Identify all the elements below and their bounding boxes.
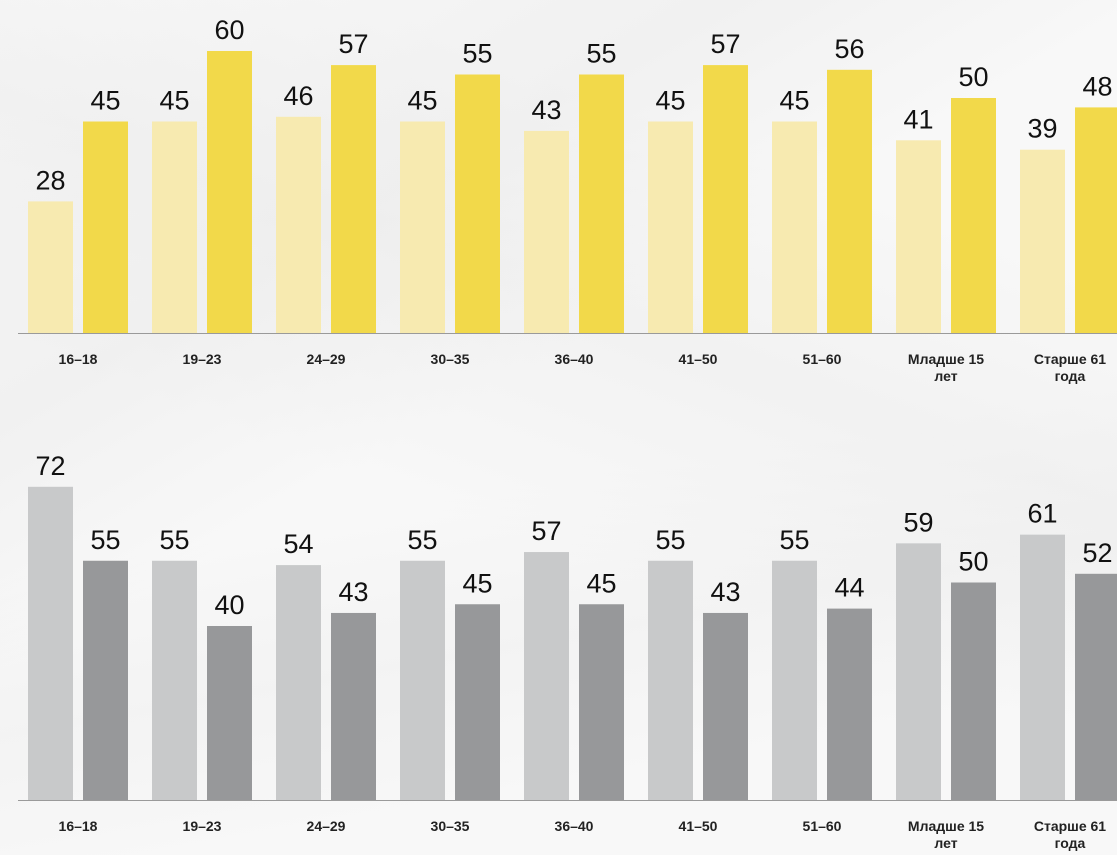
top-bar-s1-c3 [276, 116, 321, 333]
top-bar-s1-c2 [152, 121, 197, 333]
bottom-data-label-s2-c1: 55 [90, 525, 120, 555]
top-data-label-s2-c4: 55 [462, 39, 492, 69]
bottom-data-label-s2-c8: 50 [958, 547, 988, 577]
top-bar-s2-c4 [455, 74, 500, 333]
top-bar-s2-c6 [703, 65, 748, 333]
top-data-label-s2-c9: 48 [1082, 71, 1112, 101]
bottom-data-label-s2-c5: 45 [586, 568, 616, 598]
top-bar-s2-c1 [83, 121, 128, 333]
bottom-data-label-s1-c6: 55 [655, 525, 685, 555]
top-category-label-4: 30–35 [431, 351, 470, 367]
bottom-bar-s1-c4 [400, 560, 445, 800]
top-bar-s1-c1 [28, 201, 73, 333]
bottom-data-label-s1-c4: 55 [407, 525, 437, 555]
top-category-label-2: 19–23 [183, 351, 222, 367]
bottom-bar-s2-c6 [703, 612, 748, 800]
top-bar-s2-c2 [207, 51, 252, 333]
bottom-bar-s2-c4 [455, 604, 500, 800]
bottom-category-label-9: Старше 61 года [1034, 818, 1106, 851]
top-bar-s2-c5 [579, 74, 624, 333]
bottom-data-label-s1-c9: 61 [1027, 499, 1057, 529]
top-data-label-s1-c7: 45 [779, 86, 809, 116]
bottom-category-label-7: 51–60 [803, 818, 842, 834]
bottom-data-label-s2-c9: 52 [1082, 538, 1112, 568]
top-bar-s2-c9 [1075, 107, 1117, 334]
bottom-bar-s1-c3 [276, 565, 321, 800]
top-data-label-s2-c7: 56 [834, 34, 864, 64]
bottom-bar-s2-c7 [827, 608, 872, 800]
bottom-bar-s2-c5 [579, 604, 624, 800]
top-category-label-9: Старше 61 года [1034, 351, 1106, 384]
bottom-data-label-s2-c3: 43 [338, 577, 368, 607]
top-data-label-s2-c2: 60 [214, 15, 244, 45]
top-data-label-s1-c3: 46 [283, 81, 313, 111]
bottom-bar-s2-c3 [331, 612, 376, 800]
bottom-category-label-3: 24–29 [307, 818, 346, 834]
top-bar-s1-c6 [648, 121, 693, 333]
top-data-label-s2-c5: 55 [586, 39, 616, 69]
top-category-label-7: 51–60 [803, 351, 842, 367]
top-data-label-s1-c9: 39 [1027, 114, 1057, 144]
top-category-label-8: Младше 15 лет [908, 351, 984, 384]
top-data-label-s1-c2: 45 [159, 86, 189, 116]
top-data-label-s1-c8: 41 [903, 104, 933, 134]
chart-top: 28 45 16–18 45 60 19–23 46 57 24–29 45 55 30–35 43 55… [18, 15, 1117, 384]
bottom-category-label-2: 19–23 [183, 818, 222, 834]
bottom-bar-s2-c8 [951, 582, 996, 800]
bottom-bar-s2-c9 [1075, 573, 1117, 800]
top-data-label-s1-c6: 45 [655, 86, 685, 116]
bottom-bar-s1-c2 [152, 560, 197, 800]
top-bar-s2-c3 [331, 65, 376, 333]
top-data-label-s1-c1: 28 [35, 165, 65, 195]
bottom-bar-s1-c1 [28, 486, 73, 800]
bottom-category-label-5: 36–40 [555, 818, 594, 834]
top-bar-s1-c9 [1020, 149, 1065, 333]
bottom-data-label-s2-c7: 44 [834, 573, 864, 603]
top-bar-s1-c7 [772, 121, 817, 333]
bottom-bar-s1-c6 [648, 560, 693, 800]
bottom-bar-s1-c8 [896, 543, 941, 800]
bottom-data-label-s2-c6: 43 [710, 577, 740, 607]
bottom-bar-s1-c9 [1020, 534, 1065, 800]
top-data-label-s2-c3: 57 [338, 29, 368, 59]
bottom-bar-s1-c7 [772, 560, 817, 800]
top-category-label-1: 16–18 [59, 351, 98, 367]
bottom-data-label-s1-c5: 57 [531, 516, 561, 546]
top-data-label-s2-c8: 50 [958, 62, 988, 92]
top-bar-s1-c8 [896, 140, 941, 333]
bottom-category-label-1: 16–18 [59, 818, 98, 834]
top-data-label-s2-c6: 57 [710, 29, 740, 59]
top-bar-s1-c5 [524, 130, 569, 333]
chart-bottom: 72 55 16–18 55 40 19–23 54 43 24–29 55 45 30–35 57 45… [18, 451, 1117, 851]
top-data-label-s2-c1: 45 [90, 86, 120, 116]
top-bar-s2-c8 [951, 98, 996, 333]
top-data-label-s1-c4: 45 [407, 86, 437, 116]
bottom-bar-s2-c1 [83, 560, 128, 800]
bottom-data-label-s1-c1: 72 [35, 451, 65, 481]
top-bar-s1-c4 [400, 121, 445, 333]
bottom-category-label-6: 41–50 [679, 818, 718, 834]
top-category-label-3: 24–29 [307, 351, 346, 367]
bottom-data-label-s2-c4: 45 [462, 568, 492, 598]
top-bar-s2-c7 [827, 69, 872, 334]
bottom-category-label-4: 30–35 [431, 818, 470, 834]
bottom-category-label-8: Младше 15 лет [908, 818, 984, 851]
bottom-data-label-s1-c7: 55 [779, 525, 809, 555]
bottom-bar-s1-c5 [524, 552, 569, 800]
bottom-data-label-s1-c3: 54 [283, 529, 313, 559]
top-category-label-6: 41–50 [679, 351, 718, 367]
bottom-bar-s2-c2 [207, 626, 252, 800]
bottom-data-label-s2-c2: 40 [214, 590, 244, 620]
top-data-label-s1-c5: 43 [531, 95, 561, 125]
bottom-data-label-s1-c2: 55 [159, 525, 189, 555]
top-category-label-5: 36–40 [555, 351, 594, 367]
bottom-data-label-s1-c8: 59 [903, 507, 933, 537]
